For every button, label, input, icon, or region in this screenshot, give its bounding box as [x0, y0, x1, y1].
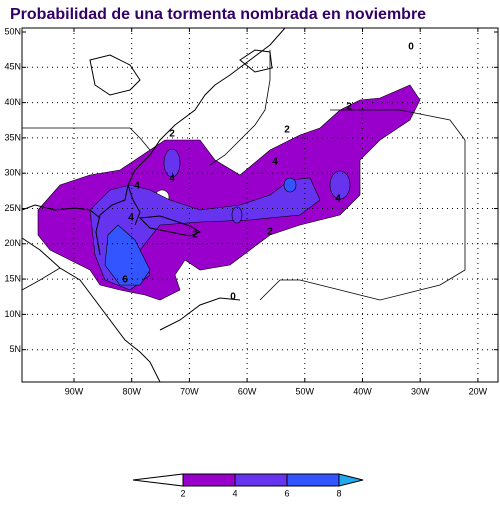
contour-label: 4 — [169, 174, 175, 185]
coastline — [138, 215, 202, 237]
coastline — [21, 204, 101, 219]
lon-label: 30W — [411, 386, 430, 396]
coastline — [89, 54, 141, 96]
map-title: Probabilidad de una tormenta nombrada en… — [10, 6, 426, 23]
contour-label: 4 — [272, 157, 278, 168]
contour-label: 2 — [192, 230, 198, 241]
border-line — [21, 267, 61, 291]
colorbar-swatch — [182, 473, 236, 487]
contour-label: 2 — [284, 125, 290, 136]
lat-label: 15N — [4, 273, 21, 283]
map — [21, 27, 499, 383]
colorbar-label: 2 — [180, 488, 185, 498]
colorbar-label: 4 — [232, 488, 237, 498]
coastline — [127, 184, 141, 226]
colorbar-label: 6 — [284, 488, 289, 498]
lon-label: 20W — [469, 386, 488, 396]
contour-label: 2 — [267, 227, 273, 238]
lat-label: 25N — [4, 203, 21, 213]
colorbar-swatch — [286, 473, 340, 487]
lat-label: 5N — [9, 344, 21, 354]
contour-label: 6 — [122, 275, 128, 286]
contour-label: 4 — [134, 181, 140, 192]
lon-label: 90W — [65, 386, 84, 396]
border-line — [22, 127, 151, 151]
contour-label: 2 — [346, 102, 352, 113]
border-line — [209, 50, 271, 166]
contour-label: 0 — [230, 292, 236, 303]
lat-label: 30N — [4, 168, 21, 178]
contour-label: 4 — [335, 194, 341, 205]
lat-label: 40N — [4, 97, 21, 107]
colorbar-swatch — [234, 473, 288, 487]
lat-label: 10N — [4, 309, 21, 319]
coastline — [21, 237, 161, 383]
lat-label: 45N — [4, 62, 21, 72]
contour-region-4 — [231, 206, 243, 224]
lon-label: 60W — [238, 386, 257, 396]
coastline — [159, 297, 241, 331]
lat-label: 20N — [4, 238, 21, 248]
contour-region-4 — [329, 170, 351, 200]
lon-label: 40W — [353, 386, 372, 396]
colorbar-arrow — [132, 473, 184, 487]
contour-region-4 — [163, 148, 181, 178]
lon-label: 50W — [296, 386, 315, 396]
contour-region-6 — [104, 224, 151, 286]
coastline — [239, 49, 273, 73]
contour-label: 0 — [408, 42, 414, 53]
contour-region-6 — [283, 177, 297, 193]
colorbar-arrow — [338, 473, 364, 487]
lon-label: 70W — [180, 386, 199, 396]
contour-label: 2 — [169, 129, 175, 140]
lon-label: 80W — [122, 386, 141, 396]
border-line — [259, 109, 466, 301]
contour-label: 4 — [128, 213, 134, 224]
lat-label: 35N — [4, 132, 21, 142]
lat-label: 50N — [4, 26, 21, 36]
contour-labels: 0 2 2 2 4 4 4 4 4 2 2 6 0 — [122, 42, 414, 303]
colorbar-label: 8 — [336, 488, 341, 498]
